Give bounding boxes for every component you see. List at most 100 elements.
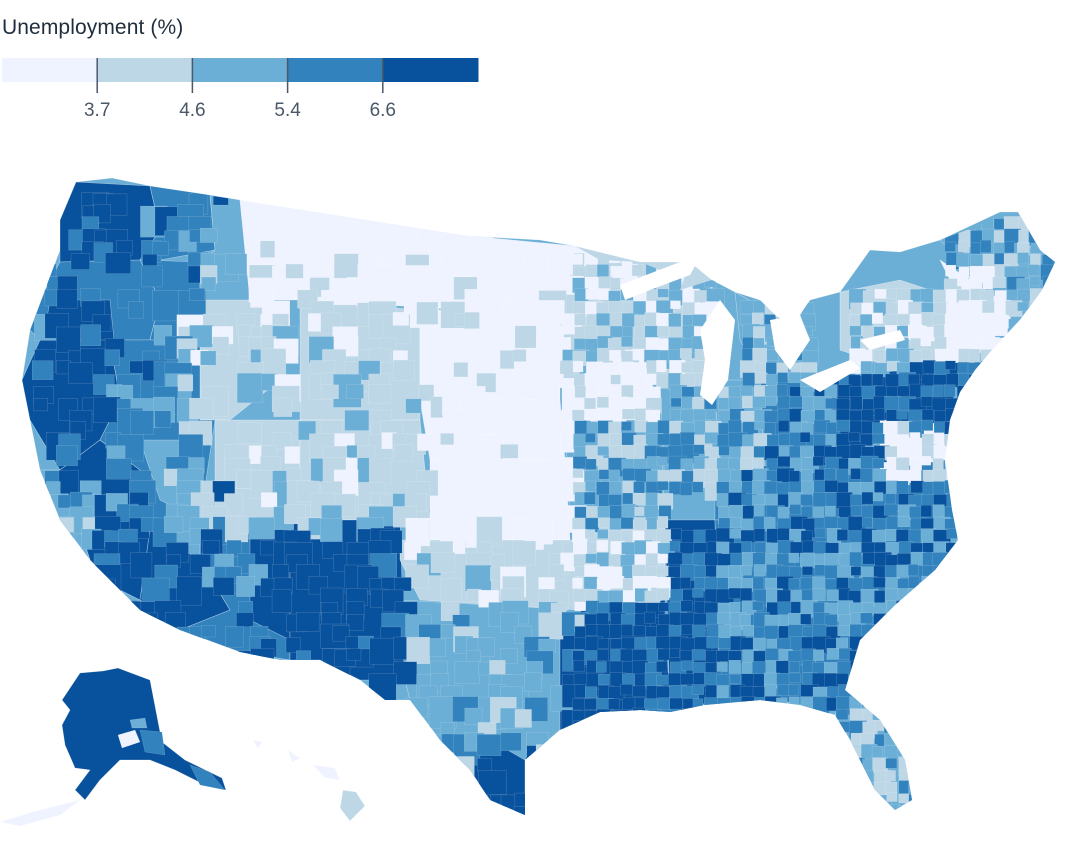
county[interactable] — [753, 528, 765, 542]
county[interactable] — [752, 576, 764, 590]
county[interactable] — [898, 793, 910, 804]
county[interactable] — [560, 755, 584, 782]
county[interactable] — [895, 613, 907, 626]
county[interactable] — [742, 337, 754, 351]
county[interactable] — [452, 805, 476, 824]
county[interactable] — [574, 769, 586, 784]
county[interactable] — [46, 541, 66, 563]
county[interactable] — [837, 805, 853, 821]
county[interactable] — [849, 551, 862, 567]
county[interactable] — [884, 770, 896, 782]
county[interactable] — [501, 252, 525, 272]
county[interactable] — [874, 408, 886, 421]
county[interactable] — [800, 552, 815, 569]
county[interactable] — [920, 589, 936, 605]
county[interactable] — [872, 697, 888, 712]
county[interactable] — [692, 624, 706, 639]
county[interactable] — [933, 444, 945, 458]
county[interactable] — [800, 494, 813, 506]
county[interactable] — [850, 505, 864, 517]
county[interactable] — [670, 397, 682, 408]
county[interactable] — [886, 792, 898, 802]
county[interactable] — [117, 729, 141, 749]
county[interactable] — [823, 662, 838, 674]
county[interactable] — [897, 515, 910, 528]
county[interactable] — [632, 348, 645, 361]
county[interactable] — [82, 601, 106, 629]
county[interactable] — [933, 613, 947, 628]
county[interactable] — [787, 684, 800, 696]
county[interactable] — [716, 685, 729, 700]
county[interactable] — [621, 503, 637, 518]
county[interactable] — [704, 432, 719, 444]
county[interactable] — [813, 434, 827, 447]
county[interactable] — [981, 360, 993, 373]
county[interactable] — [691, 649, 706, 661]
county[interactable] — [105, 252, 131, 274]
county[interactable] — [754, 372, 768, 384]
county[interactable] — [921, 348, 932, 360]
county[interactable] — [296, 611, 320, 632]
county[interactable] — [668, 552, 683, 566]
county[interactable] — [910, 480, 925, 494]
county[interactable] — [885, 708, 900, 723]
county[interactable] — [550, 792, 570, 814]
county[interactable] — [632, 492, 647, 506]
county[interactable] — [1028, 216, 1045, 233]
county[interactable] — [837, 781, 852, 795]
county[interactable] — [478, 770, 507, 796]
county[interactable] — [982, 300, 995, 315]
county[interactable] — [273, 397, 293, 417]
county[interactable] — [909, 805, 926, 819]
county[interactable] — [742, 372, 755, 387]
county[interactable] — [346, 614, 364, 632]
county[interactable] — [368, 457, 392, 485]
county[interactable] — [69, 600, 87, 618]
county[interactable] — [609, 481, 622, 495]
county[interactable] — [982, 278, 994, 290]
county[interactable] — [320, 518, 343, 542]
county[interactable] — [874, 542, 886, 553]
county[interactable] — [586, 722, 597, 734]
county[interactable] — [716, 662, 728, 672]
county[interactable] — [572, 253, 583, 265]
county[interactable] — [897, 805, 913, 822]
county[interactable] — [644, 325, 659, 338]
county[interactable] — [657, 325, 670, 337]
county[interactable] — [752, 601, 764, 611]
county[interactable] — [271, 589, 292, 613]
county[interactable] — [1027, 264, 1040, 276]
county[interactable] — [236, 575, 256, 597]
county[interactable] — [716, 674, 730, 687]
county[interactable] — [405, 517, 430, 547]
county[interactable] — [835, 708, 849, 720]
county[interactable] — [920, 288, 934, 303]
county[interactable] — [1042, 240, 1055, 252]
county[interactable] — [404, 794, 423, 810]
county[interactable] — [440, 252, 461, 269]
county[interactable] — [705, 408, 717, 420]
county[interactable] — [273, 432, 292, 449]
county[interactable] — [837, 625, 851, 637]
county[interactable] — [956, 253, 969, 268]
county[interactable] — [656, 661, 668, 673]
county[interactable] — [945, 360, 956, 370]
county[interactable] — [681, 660, 694, 671]
county[interactable] — [837, 384, 852, 397]
county[interactable] — [668, 566, 681, 579]
county[interactable] — [970, 242, 981, 255]
county[interactable] — [908, 697, 925, 715]
county[interactable] — [646, 373, 658, 385]
county[interactable] — [789, 395, 804, 408]
county[interactable] — [572, 409, 585, 422]
county[interactable] — [225, 626, 244, 648]
county[interactable] — [656, 373, 670, 389]
county[interactable] — [656, 456, 668, 466]
county[interactable] — [526, 745, 543, 762]
county[interactable] — [514, 709, 532, 728]
county[interactable] — [907, 564, 919, 576]
county[interactable] — [656, 360, 667, 373]
county[interactable] — [668, 672, 682, 687]
county[interactable] — [332, 625, 350, 642]
county[interactable] — [56, 326, 81, 353]
